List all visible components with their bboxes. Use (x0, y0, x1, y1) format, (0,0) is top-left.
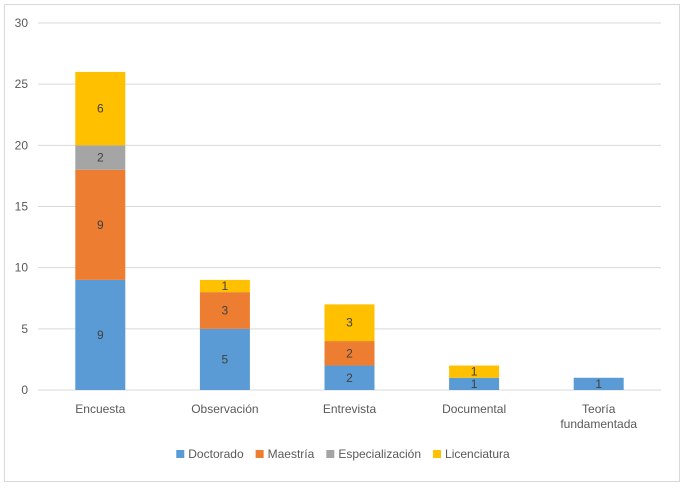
legend-swatch (255, 450, 264, 458)
data-label: 1 (471, 365, 478, 379)
data-label: 2 (346, 371, 353, 385)
data-label: 3 (222, 303, 229, 317)
bar-segment (449, 365, 500, 378)
bar-segment (573, 377, 624, 390)
bar-segment (75, 71, 126, 146)
data-label: 9 (97, 218, 104, 232)
x-category-label: Teoría fundamentada (560, 402, 637, 431)
bar-segment (324, 304, 375, 342)
legend-item: Licenciatura (433, 447, 510, 461)
legend-swatch (176, 450, 185, 458)
x-category-label: Encuesta (75, 402, 125, 416)
bar-segment (75, 279, 126, 390)
data-label: 9 (97, 328, 104, 342)
legend-item: Especialización (326, 447, 421, 461)
legend-label: Maestría (268, 447, 315, 461)
data-label: 1 (222, 279, 229, 293)
bar-segment (199, 292, 250, 329)
data-label: 1 (471, 377, 478, 391)
legend-item: Doctorado (176, 447, 244, 461)
bar-segment (324, 341, 375, 366)
data-label: 5 (222, 352, 229, 366)
data-label: 1 (595, 377, 602, 391)
legend-label: Licenciatura (445, 447, 510, 461)
legend-label: Especialización (338, 447, 421, 461)
data-label: 6 (97, 102, 104, 116)
legend-item: Maestría (255, 447, 315, 461)
bars (75, 71, 624, 390)
bar-segment (75, 145, 126, 170)
y-tick-label: 5 (21, 322, 28, 336)
bar-segment (449, 377, 500, 390)
y-tick-label: 25 (15, 77, 29, 91)
y-tick-label: 20 (15, 138, 29, 152)
bar-segment (199, 328, 250, 390)
y-tick-label: 30 (15, 16, 29, 30)
x-axis-category-labels: Encuesta Observación Entrevista Documental T… (75, 402, 637, 431)
y-tick-label: 10 (15, 261, 29, 275)
x-category-label: Entrevista (323, 402, 377, 416)
legend: Doctorado Maestría Especialización Licencia… (176, 447, 510, 461)
y-tick-label: 15 (15, 200, 29, 214)
x-category-label: Documental (442, 402, 506, 416)
bar-segment (75, 169, 126, 280)
x-category-label: Observación (191, 402, 258, 416)
legend-label: Doctorado (188, 447, 244, 461)
bar-segment (324, 365, 375, 390)
data-label: 3 (346, 316, 353, 330)
data-label: 2 (346, 346, 353, 360)
data-label: 2 (97, 151, 104, 165)
legend-swatch (326, 450, 335, 458)
bar-segment (199, 279, 250, 293)
legend-swatch (433, 450, 442, 458)
gridlines (38, 22, 661, 391)
y-tick-label: 0 (21, 383, 28, 397)
y-axis-tick-labels: 0 5 10 15 20 25 30 (15, 16, 29, 397)
